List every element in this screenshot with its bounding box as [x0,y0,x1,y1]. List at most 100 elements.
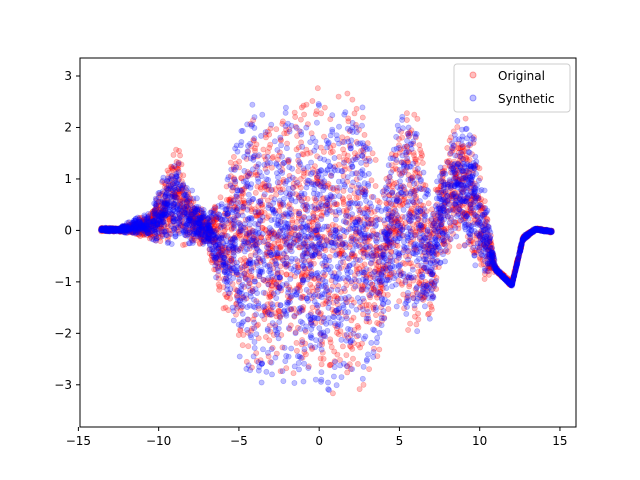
scatter-point [491,264,498,271]
scatter-point [150,220,157,227]
scatter-point [144,229,151,235]
scatter-point [469,219,476,226]
scatter-point [355,203,362,210]
scatter-point [473,195,480,202]
scatter-point [383,244,390,251]
scatter-point [112,225,119,232]
scatter-point [260,289,267,296]
scatter-point [153,196,160,203]
scatter-point [235,332,242,338]
scatter-point [420,181,426,188]
scatter-point [124,223,130,230]
scatter-point [359,340,365,347]
scatter-point [131,227,138,234]
scatter-point [346,194,353,200]
scatter-point [484,262,491,269]
scatter-point [464,168,471,175]
scatter-point [251,135,258,142]
scatter-point [538,226,545,233]
scatter-point [369,233,376,240]
scatter-point [252,189,259,196]
scatter-point [412,158,419,165]
scatter-point [339,343,346,350]
scatter-point [232,204,238,211]
scatter-point [322,263,329,270]
scatter-point [246,231,253,238]
scatter-point [398,159,405,165]
scatter-point [376,277,383,284]
scatter-point [109,227,116,234]
scatter-point [432,264,439,271]
scatter-point [362,188,369,195]
scatter-point [313,231,320,238]
scatter-point [220,267,227,274]
scatter-point [335,331,342,338]
scatter-point [393,218,400,225]
scatter-point [103,227,109,234]
scatter-point [360,295,366,302]
scatter-point [272,186,279,193]
scatter-point [118,226,125,233]
scatter-point [321,104,328,111]
scatter-point [416,236,423,242]
scatter-point [125,223,132,230]
scatter-point [100,227,107,234]
scatter-point [494,265,501,272]
scatter-point [404,303,410,310]
scatter-point [500,273,507,280]
scatter-point [201,227,208,234]
scatter-point [392,152,399,158]
scatter-point [211,208,217,215]
scatter-point [277,189,284,196]
scatter-point [320,273,327,280]
scatter-point [414,328,421,335]
scatter-point [463,197,470,204]
scatter-point [117,226,123,233]
scatter-point [347,241,354,248]
scatter-point [548,228,555,235]
scatter-point [197,221,204,228]
scatter-point [299,143,306,150]
scatter-point [212,259,219,265]
scatter-point [133,228,140,235]
scatter-point [236,353,243,360]
scatter-point [263,368,270,375]
scatter-point [392,215,399,222]
scatter-point [355,332,362,339]
scatter-point [359,234,366,241]
series-original [98,85,555,397]
scatter-point [134,228,140,235]
scatter-point [471,193,477,200]
scatter-point [217,194,224,201]
scatter-point [318,216,325,222]
scatter-point [488,251,495,257]
scatter-point [293,146,300,153]
scatter-point [246,268,253,275]
scatter-point [215,281,222,288]
scatter-point [340,146,346,153]
scatter-point [377,216,383,223]
scatter-point [393,303,400,310]
scatter-point [366,366,372,372]
scatter-point [298,131,305,138]
scatter-point [233,184,239,191]
scatter-point [339,168,346,175]
scatter-point [300,241,307,248]
scatter-point [349,96,356,103]
scatter-point [109,227,116,234]
scatter-point [375,232,381,239]
scatter-point [235,228,242,235]
scatter-point [278,142,284,149]
scatter-point [448,216,454,223]
scatter-point [300,378,307,385]
scatter-point [221,254,227,261]
scatter-point [124,229,131,236]
scatter-point [264,250,271,256]
scatter-point [290,370,297,377]
scatter-point [501,274,507,281]
scatter-point [223,196,230,203]
scatter-point [149,217,156,224]
scatter-point [439,234,446,241]
scatter-point [529,228,536,235]
scatter-point [382,242,389,249]
